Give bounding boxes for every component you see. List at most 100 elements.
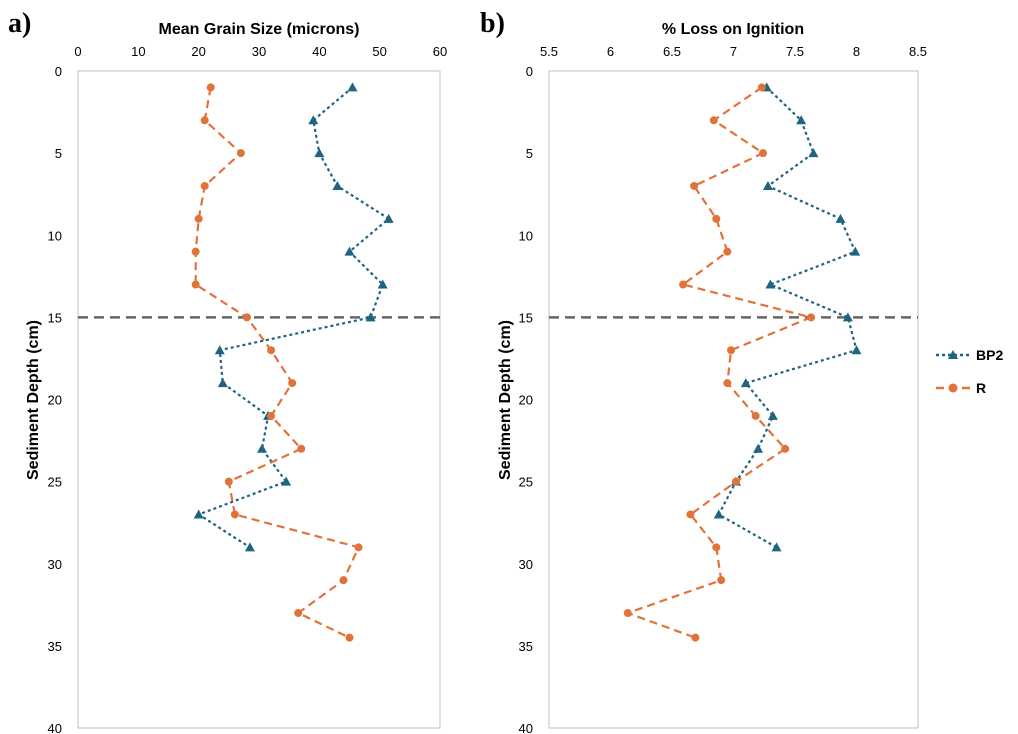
legend-item-bp2: BP2 <box>936 347 1003 363</box>
data-point-bp2-a <box>308 115 319 125</box>
y-axis-title-a: Sediment Depth (cm) <box>25 320 42 480</box>
y-tick-label-a: 40 <box>48 721 62 734</box>
y-axis-title-b: Sediment Depth (cm) <box>497 320 514 480</box>
chart-panel-b: % Loss on Ignition Sediment Depth (cm) 5… <box>497 21 927 734</box>
series-line-bp2-a <box>196 86 391 549</box>
legend-item-r: R <box>936 380 986 396</box>
y-tick-label-b: 0 <box>526 64 533 79</box>
x-tick-label-b: 5.5 <box>540 44 558 59</box>
legend: BP2 R <box>936 347 1003 396</box>
data-point-bp2-a <box>281 476 292 486</box>
data-point-r-a <box>236 149 245 158</box>
plot-area-a <box>77 70 441 729</box>
data-point-r-a <box>288 379 297 388</box>
data-point-r-a <box>242 313 251 322</box>
data-point-r-b <box>623 609 632 618</box>
y-tick-label-a: 20 <box>48 393 62 408</box>
x-tick-label-b: 8 <box>853 44 860 59</box>
data-point-r-b <box>757 83 766 92</box>
data-point-r-b <box>690 181 699 190</box>
data-point-r-b <box>686 510 695 519</box>
data-point-r-a <box>267 346 276 355</box>
x-tick-label-b: 7.5 <box>786 44 804 59</box>
data-point-bp2-b <box>842 312 853 322</box>
y-tick-label-b: 5 <box>526 146 533 161</box>
data-point-bp2-a <box>365 312 376 322</box>
y-tick-label-b: 25 <box>519 475 533 490</box>
tick-labels-a: 0 10 20 30 40 50 60 0 5 10 15 20 25 30 35 40 <box>48 44 448 734</box>
data-point-r-a <box>294 609 303 618</box>
data-point-bp2-a <box>257 443 268 453</box>
data-point-r-b <box>723 247 732 256</box>
data-point-bp2-b <box>796 115 807 125</box>
chart-panel-a: Mean Grain Size (microns) Sediment Depth… <box>25 21 447 734</box>
data-point-r-b <box>709 116 718 125</box>
y-tick-label-b: 10 <box>519 228 533 243</box>
x-tick-label-a: 60 <box>433 44 447 59</box>
data-point-r-b <box>723 379 732 388</box>
y-tick-label-a: 30 <box>48 557 62 572</box>
series-line-r-a <box>194 87 361 639</box>
tick-labels-b: 5.5 6 6.5 7 7.5 8 8.5 0 5 10 15 20 25 30 35 40 <box>519 44 928 734</box>
data-point-r-b <box>731 477 740 486</box>
data-point-r-a <box>200 181 209 190</box>
y-tick-label-b: 35 <box>519 639 533 654</box>
data-point-bp2-b <box>753 443 764 453</box>
data-point-r-b <box>712 543 721 552</box>
y-tick-label-a: 35 <box>48 639 62 654</box>
data-point-bp2-b <box>850 246 861 256</box>
panel-label-a: a) <box>8 8 31 39</box>
y-tick-label-a: 0 <box>55 64 62 79</box>
data-point-bp2-a <box>244 542 255 552</box>
x-tick-label-b: 8.5 <box>909 44 927 59</box>
data-point-bp2-a <box>332 180 343 190</box>
data-point-r-b <box>806 313 815 322</box>
legend-label-r: R <box>976 380 986 396</box>
data-point-bp2-a <box>193 509 204 519</box>
data-point-r-b <box>751 411 760 420</box>
y-tick-label-a: 5 <box>55 146 62 161</box>
data-point-bp2-a <box>314 148 325 158</box>
data-point-r-a <box>191 280 200 289</box>
x-tick-label-a: 40 <box>312 44 326 59</box>
data-point-bp2-a <box>383 213 394 223</box>
data-point-r-a <box>191 247 200 256</box>
data-point-r-a <box>354 543 363 552</box>
data-point-bp2-b <box>740 378 751 388</box>
y-tick-label-b: 30 <box>519 557 533 572</box>
y-tick-label-b: 15 <box>519 310 533 325</box>
x-axis-title-a: Mean Grain Size (microns) <box>159 21 360 38</box>
x-tick-label-b: 6 <box>607 44 614 59</box>
data-point-r-a <box>200 116 209 125</box>
series-line-r-b <box>624 86 815 639</box>
series-group-a <box>191 82 394 642</box>
x-tick-label-b: 7 <box>730 44 737 59</box>
legend-marker-r <box>948 383 958 393</box>
x-tick-label-a: 0 <box>74 44 81 59</box>
x-tick-label-a: 20 <box>191 44 205 59</box>
data-point-bp2-a <box>214 345 225 355</box>
data-point-r-a <box>297 444 306 453</box>
x-tick-label-a: 10 <box>131 44 145 59</box>
legend-marker-bp2 <box>948 350 958 359</box>
x-axis-title-b: % Loss on Ignition <box>662 21 804 38</box>
series-group-b <box>623 82 862 642</box>
data-point-r-b <box>679 280 688 289</box>
data-point-r-b <box>759 149 768 158</box>
data-point-bp2-b <box>808 148 819 158</box>
data-point-r-b <box>781 444 790 453</box>
data-point-bp2-b <box>765 279 776 289</box>
data-point-bp2-b <box>762 180 773 190</box>
series-line-bp2-b <box>717 86 858 549</box>
data-point-bp2-a <box>377 279 388 289</box>
data-point-bp2-b <box>771 542 782 552</box>
data-point-bp2-b <box>835 213 846 223</box>
data-point-r-a <box>339 576 348 585</box>
legend-label-bp2: BP2 <box>976 347 1003 363</box>
data-point-r-a <box>230 510 239 519</box>
y-tick-label-a: 15 <box>48 310 62 325</box>
data-point-r-b <box>712 214 721 223</box>
data-point-r-a <box>267 411 276 420</box>
data-point-bp2-a <box>347 82 358 92</box>
